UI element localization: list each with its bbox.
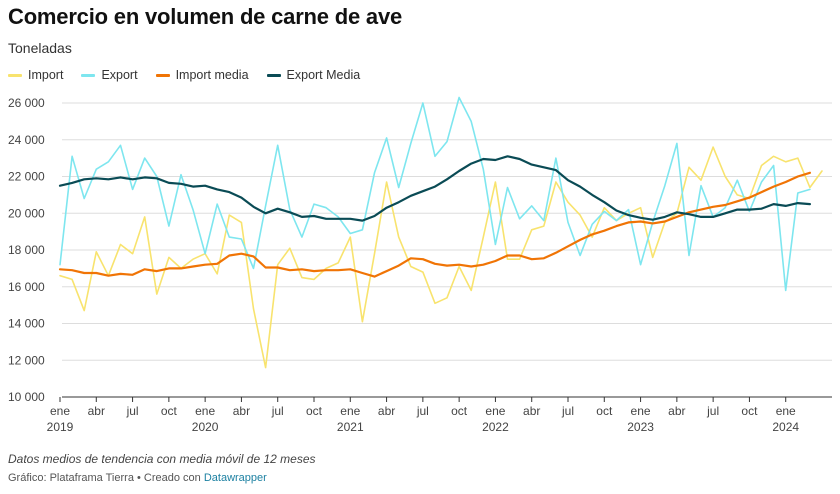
x-tick-label: abr bbox=[523, 404, 540, 418]
x-tick-label: jul bbox=[126, 404, 139, 418]
grid-layer bbox=[62, 102, 832, 398]
legend-label-import-media: Import media bbox=[175, 68, 249, 82]
legend: Import Export Import media Export Media bbox=[8, 68, 360, 82]
y-tick-label: 26 000 bbox=[8, 96, 45, 110]
x-tick-label: abr bbox=[233, 404, 250, 418]
x-tick-label: oct bbox=[596, 404, 613, 418]
x-tick-label: ene bbox=[195, 404, 215, 418]
x-tick-label: ene bbox=[776, 404, 796, 418]
series-line-export-media bbox=[58, 155, 812, 222]
y-tick-label: 22 000 bbox=[8, 170, 45, 184]
legend-label-import: Import bbox=[28, 68, 64, 82]
y-tick-label: 18 000 bbox=[8, 243, 45, 257]
y-tick-label: 20 000 bbox=[8, 206, 45, 220]
chart-note: Datos medios de tendencia con media móvi… bbox=[8, 452, 316, 466]
x-tick-label: ene bbox=[340, 404, 360, 418]
y-tick-label: 10 000 bbox=[8, 390, 45, 404]
legend-item-export-media[interactable]: Export Media bbox=[266, 68, 361, 82]
axis-layer: 10 000 12 000 14 000 16 000 18 000 20 000 22 0… bbox=[8, 96, 799, 434]
x-tick-year-label: 2021 bbox=[337, 420, 364, 434]
chart-subtitle: Toneladas bbox=[8, 40, 72, 56]
x-tick-label: abr bbox=[378, 404, 395, 418]
x-tick-label: abr bbox=[88, 404, 105, 418]
footer-tool-link[interactable]: Datawrapper bbox=[203, 472, 267, 484]
x-tick-label: oct bbox=[451, 404, 468, 418]
x-tick-year-label: 2022 bbox=[482, 420, 509, 434]
x-tick-label: ene bbox=[485, 404, 505, 418]
x-tick-label: jul bbox=[706, 404, 719, 418]
chart-footer: Gráfico: Plataframa Tierra • Creado con … bbox=[8, 472, 267, 484]
legend-swatch-export-media bbox=[266, 73, 281, 77]
legend-item-import[interactable]: Import bbox=[8, 68, 63, 82]
series-line-import bbox=[59, 146, 823, 369]
legend-label-export: Export bbox=[101, 68, 138, 82]
x-tick-year-label: 2020 bbox=[192, 420, 219, 434]
chart-title: Comercio en volumen de carne de ave bbox=[8, 4, 403, 29]
footer-credit: Gráfico: Plataframa Tierra • Creado con bbox=[8, 472, 204, 484]
x-tick-year-label: 2019 bbox=[47, 420, 74, 434]
x-tick-label: oct bbox=[741, 404, 758, 418]
legend-label-export-media: Export Media bbox=[286, 68, 361, 82]
legend-swatch-export bbox=[81, 73, 96, 77]
legend-item-import-media[interactable]: Import media bbox=[155, 68, 249, 82]
x-tick-label: jul bbox=[561, 404, 574, 418]
x-tick-label: ene bbox=[631, 404, 651, 418]
legend-item-export[interactable]: Export bbox=[81, 68, 138, 82]
legend-swatch-import-media bbox=[155, 73, 170, 77]
y-tick-label: 24 000 bbox=[8, 133, 45, 147]
series-layer bbox=[58, 96, 823, 369]
x-tick-label: ene bbox=[50, 404, 70, 418]
x-tick-label: oct bbox=[161, 404, 178, 418]
x-tick-label: oct bbox=[306, 404, 323, 418]
x-tick-label: abr bbox=[668, 404, 685, 418]
x-tick-label: jul bbox=[271, 404, 284, 418]
y-tick-label: 16 000 bbox=[8, 280, 45, 294]
x-tick-year-label: 2023 bbox=[627, 420, 654, 434]
x-tick-year-label: 2024 bbox=[772, 420, 799, 434]
y-tick-label: 12 000 bbox=[8, 353, 45, 367]
y-tick-label: 14 000 bbox=[8, 317, 45, 331]
legend-swatch-import bbox=[8, 73, 22, 77]
x-tick-label: jul bbox=[416, 404, 429, 418]
series-line-export bbox=[59, 96, 811, 292]
